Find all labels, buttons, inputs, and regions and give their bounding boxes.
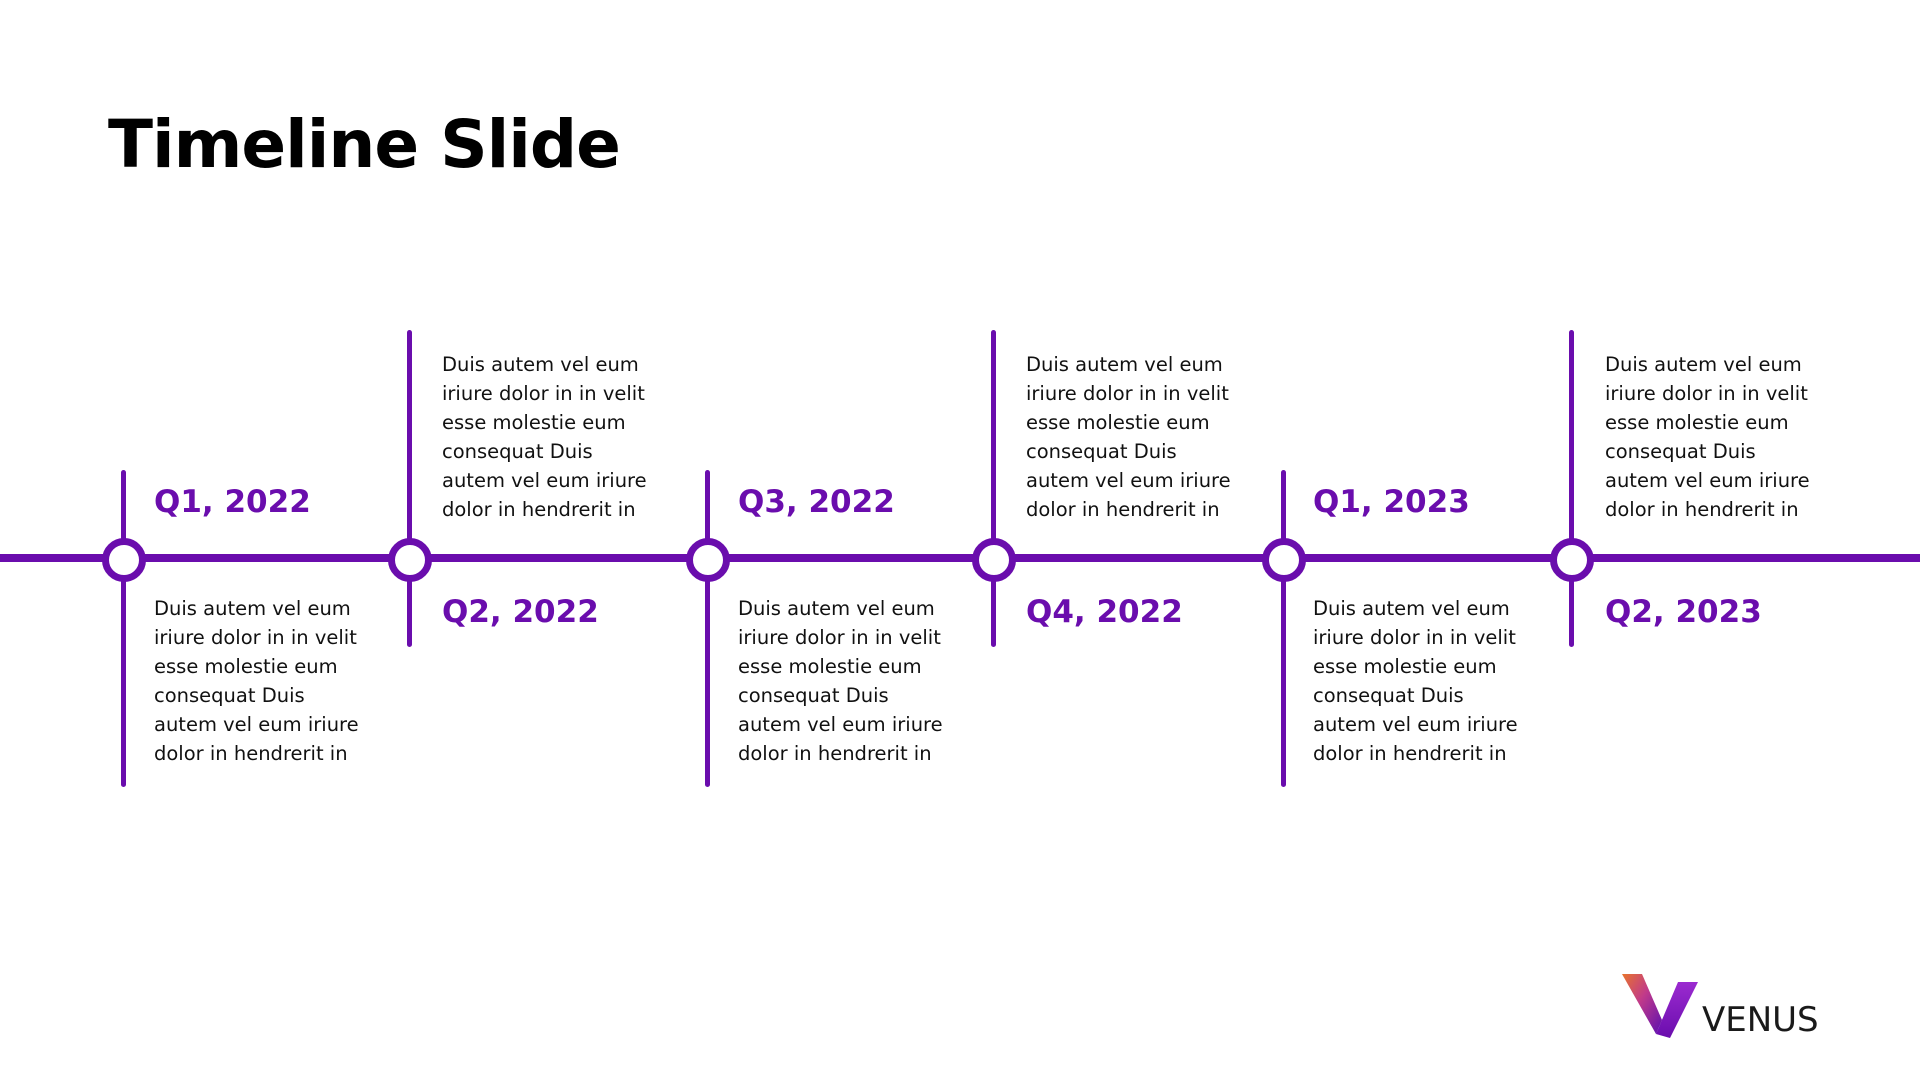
timeline-axis [0, 554, 1920, 562]
venus-v-icon [1622, 974, 1698, 1038]
milestone-stem [1569, 330, 1574, 647]
milestone-label: Q3, 2022 [738, 484, 895, 520]
milestone-label: Q2, 2023 [1605, 594, 1762, 630]
slide-title: Timeline Slide [108, 106, 621, 183]
milestone-description: Duis autem vel eum iriure dolor in in ve… [1313, 597, 1518, 765]
milestone-stem [407, 330, 412, 647]
milestone-description: Duis autem vel eum iriure dolor in in ve… [1026, 353, 1231, 521]
milestone-stem [121, 470, 126, 787]
milestone-node [102, 538, 146, 582]
milestone-description: Duis autem vel eum iriure dolor in in ve… [154, 597, 359, 765]
milestone-label: Q4, 2022 [1026, 594, 1183, 630]
milestone-label: Q2, 2022 [442, 594, 599, 630]
milestone-node [1550, 538, 1594, 582]
milestone-description: Duis autem vel eum iriure dolor in in ve… [738, 597, 943, 765]
milestone-description: Duis autem vel eum iriure dolor in in ve… [1605, 353, 1810, 521]
milestone-label: Q1, 2023 [1313, 484, 1470, 520]
brand-name: VENUS [1702, 1000, 1819, 1040]
milestone-node [686, 538, 730, 582]
milestone-stem [1281, 470, 1286, 787]
milestone-stem [705, 470, 710, 787]
milestone-stem [991, 330, 996, 647]
milestone-node [972, 538, 1016, 582]
milestone-node [1262, 538, 1306, 582]
milestone-label: Q1, 2022 [154, 484, 311, 520]
milestone-description: Duis autem vel eum iriure dolor in in ve… [442, 353, 647, 521]
milestone-node [388, 538, 432, 582]
